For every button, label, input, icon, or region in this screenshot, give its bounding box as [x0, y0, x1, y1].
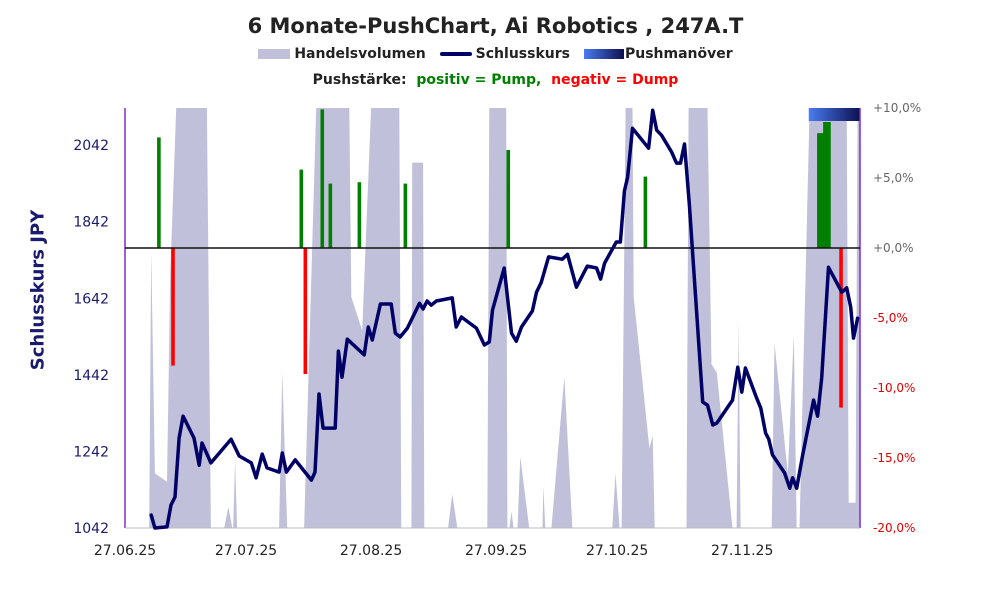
y-tick-label-right: -15,0%	[873, 451, 915, 465]
legend-volume: Handelsvolumen	[258, 46, 426, 62]
pump-bar	[357, 182, 362, 248]
dump-bar	[303, 248, 308, 374]
pump-bar	[821, 133, 825, 248]
volume-area	[149, 108, 860, 528]
pump-bar	[320, 109, 325, 249]
pump-bar	[825, 122, 829, 248]
legend-volume-label: Handelsvolumen	[294, 46, 426, 62]
legend-close: Schlusskurs	[439, 46, 570, 62]
x-tick-label: 27.07.25	[215, 543, 277, 559]
dump-bar	[171, 248, 175, 366]
pump-bar	[328, 183, 333, 248]
y-tick-label-right: -20,0%	[873, 521, 915, 535]
legend-close-label: Schlusskurs	[475, 46, 570, 62]
pump-bar	[643, 176, 648, 248]
y-tick-label-right: -10,0%	[873, 381, 915, 395]
close-line-layer	[149, 108, 860, 530]
x-tick-label: 27.11.25	[711, 543, 773, 559]
y-tick-label-right: +5,0%	[873, 171, 914, 185]
push-positive-label: positiv = Pump,	[416, 72, 542, 88]
x-tick-label: 27.10.25	[586, 543, 648, 559]
y-tick-label-right: +10,0%	[873, 101, 921, 115]
push-negative-label: negativ = Dump	[551, 72, 679, 88]
volume-layer	[149, 108, 860, 528]
y-tick-label-left: 1642	[73, 291, 109, 307]
y-tick-label-left: 1042	[73, 521, 109, 537]
y-tick-label-right: +0,0%	[873, 241, 914, 255]
pump-bar	[157, 137, 161, 248]
x-tick-label: 27.06.25	[94, 543, 156, 559]
chart-title: 6 Monate-PushChart, Ai Robotics , 247A.T	[247, 14, 744, 38]
close-swatch	[439, 52, 472, 56]
legend-push: Pushmanöver	[583, 46, 733, 62]
close-price-line	[149, 108, 860, 530]
y-tick-label-right: -5,0%	[873, 311, 908, 325]
x-tick-label: 27.09.25	[465, 543, 527, 559]
y-tick-label-left: 1842	[73, 215, 109, 231]
legend: Handelsvolumen Schlusskurs Pushmanöver	[0, 46, 991, 62]
pump-bar	[827, 122, 831, 248]
y-tick-label-left: 2042	[73, 138, 109, 154]
push-swatch	[583, 49, 624, 59]
pump-bar	[823, 122, 827, 248]
push-strength-legend: Pushstärke: positiv = Pump, negativ = Du…	[0, 72, 991, 88]
pump-bar	[819, 133, 823, 248]
volume-swatch	[258, 49, 291, 59]
push-bars-layer	[157, 108, 860, 408]
dump-bar	[839, 248, 843, 408]
push-maneuver-bar	[808, 108, 860, 121]
axes-layer: 1042 1242 1442 1642 1842 2042 +10,0% +5,0% +0,0%…	[73, 101, 921, 559]
pump-bar	[299, 169, 304, 248]
pump-bar	[817, 133, 821, 248]
pump-bar	[403, 183, 408, 248]
push-strength-label: Pushstärke:	[312, 72, 407, 88]
pump-bar	[506, 150, 511, 248]
y-tick-label-left: 1442	[73, 368, 109, 384]
y-tick-label-left: 1242	[73, 444, 109, 460]
x-tick-label: 27.08.25	[340, 543, 402, 559]
legend-push-label: Pushmanöver	[624, 46, 733, 62]
